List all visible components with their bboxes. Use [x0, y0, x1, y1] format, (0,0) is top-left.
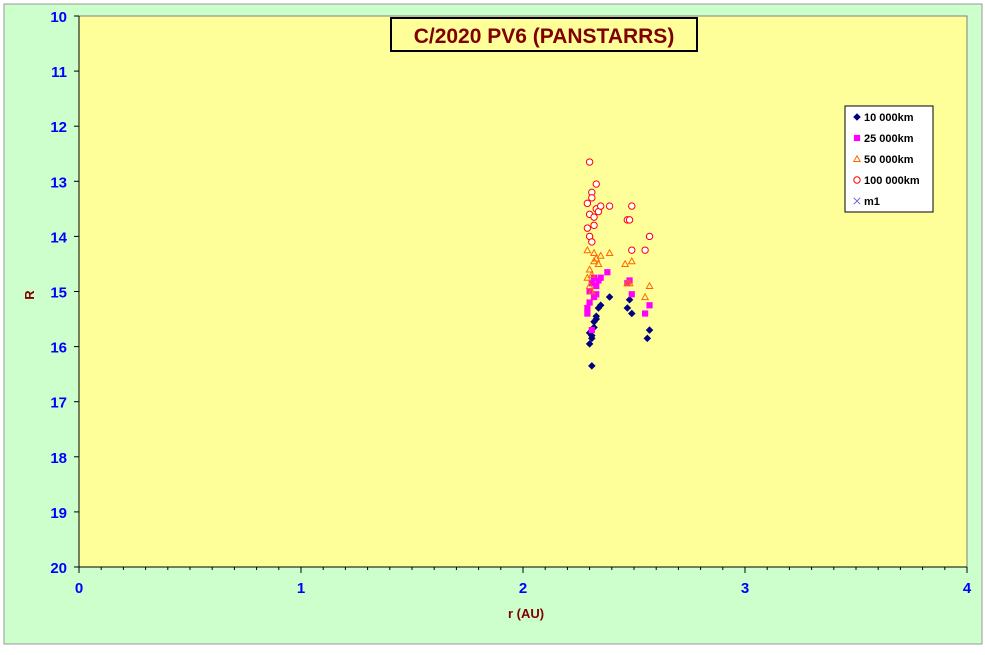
point-100000km	[588, 238, 596, 246]
point-100000km	[590, 221, 598, 230]
point-10000km	[588, 362, 596, 370]
y-tick-label: 13	[50, 174, 67, 191]
point-25000km	[642, 310, 649, 317]
y-tick-label: 16	[50, 340, 67, 357]
point-100000km	[605, 202, 614, 210]
data-points	[583, 158, 654, 370]
point-50000km	[589, 248, 599, 256]
point-100000km	[645, 232, 654, 241]
legend-marker-100000km	[853, 176, 861, 184]
legend-marker-10000km	[853, 113, 861, 121]
point-25000km	[628, 291, 635, 298]
legend-label-50000km: 50 000km	[864, 154, 914, 166]
y-tick-label: 17	[50, 395, 67, 412]
point-25000km	[584, 310, 591, 317]
point-100000km	[583, 224, 592, 232]
point-50000km	[583, 245, 592, 254]
chart-title-box: C/2020 PV6 (PANSTARRS)	[390, 17, 698, 52]
y-tick-label: 10	[50, 9, 67, 26]
point-100000km	[597, 202, 605, 210]
point-50000km	[625, 279, 634, 287]
legend: 10 000km 25 000km 50 000km 100 000km m1	[844, 105, 934, 213]
legend-label-25000km: 25 000km	[864, 133, 914, 145]
point-10000km	[628, 309, 636, 318]
y-tick-label: 14	[50, 229, 67, 246]
title-frame	[390, 17, 698, 52]
point-50000km	[587, 287, 596, 295]
chart-title: C/2020 PV6 (PANSTARRS)	[414, 25, 675, 48]
point-100000km	[590, 213, 598, 221]
legend-frame	[844, 105, 934, 213]
x-tick-label: 1	[297, 580, 305, 597]
x-tick-label: 4	[963, 580, 972, 597]
y-tick-label: 19	[50, 505, 67, 522]
y-tick-label: 15	[50, 285, 67, 302]
point-50000km	[645, 281, 654, 290]
point-50000km	[605, 248, 614, 256]
point-100000km	[585, 158, 594, 166]
plot-area	[78, 15, 968, 568]
y-tick-label: 11	[51, 64, 67, 81]
x-tick-label: 3	[741, 580, 749, 597]
point-100000km	[625, 216, 634, 224]
point-50000km	[585, 281, 594, 290]
y-tick-label: 18	[50, 450, 67, 467]
x-axis-label: r (AU)	[508, 606, 544, 621]
point-10000km	[623, 304, 632, 312]
point-50000km	[621, 259, 630, 268]
y-tick-label: 20	[50, 560, 67, 577]
point-10000km	[596, 301, 605, 310]
point-10000km	[588, 334, 596, 343]
point-25000km	[588, 326, 595, 334]
point-10000km	[643, 334, 652, 343]
point-50000km	[585, 265, 594, 273]
point-10000km	[592, 312, 601, 321]
y-axis-ticks: 10 11 12 13 14 15 16 17 18 19 20	[50, 9, 79, 577]
point-100000km	[628, 246, 636, 254]
point-50000km	[594, 259, 603, 268]
point-100000km	[641, 246, 649, 254]
point-50000km	[587, 270, 596, 279]
legend-label-10000km: 10 000km	[864, 112, 914, 124]
x-tick-label: 2	[519, 580, 527, 597]
point-50000km	[596, 251, 605, 259]
point-25000km	[584, 304, 591, 312]
point-50000km	[627, 256, 636, 265]
legend-label-m1: m1	[864, 196, 880, 208]
point-100000km	[588, 194, 596, 202]
point-25000km	[646, 302, 653, 309]
legend-marker-50000km	[852, 154, 862, 163]
y-tick-label: 12	[50, 119, 67, 136]
x-tick-label: 0	[75, 580, 83, 597]
point-100000km	[628, 202, 636, 210]
point-10000km	[585, 340, 594, 348]
point-25000km	[586, 299, 593, 306]
point-50000km	[641, 292, 650, 301]
point-10000km	[605, 293, 614, 301]
x-marker-stroke	[853, 197, 861, 205]
legend-marker-m1	[853, 197, 861, 205]
point-25000km	[604, 269, 611, 276]
point-100000km	[583, 199, 592, 208]
point-10000km	[625, 295, 634, 304]
y-axis-label: R	[22, 290, 37, 300]
legend-marker-25000km	[853, 134, 861, 142]
point-25000km	[593, 282, 600, 290]
point-100000km	[592, 180, 600, 188]
point-10000km	[645, 326, 654, 334]
legend-label-100000km: 100 000km	[864, 175, 920, 187]
point-25000km	[597, 274, 604, 281]
